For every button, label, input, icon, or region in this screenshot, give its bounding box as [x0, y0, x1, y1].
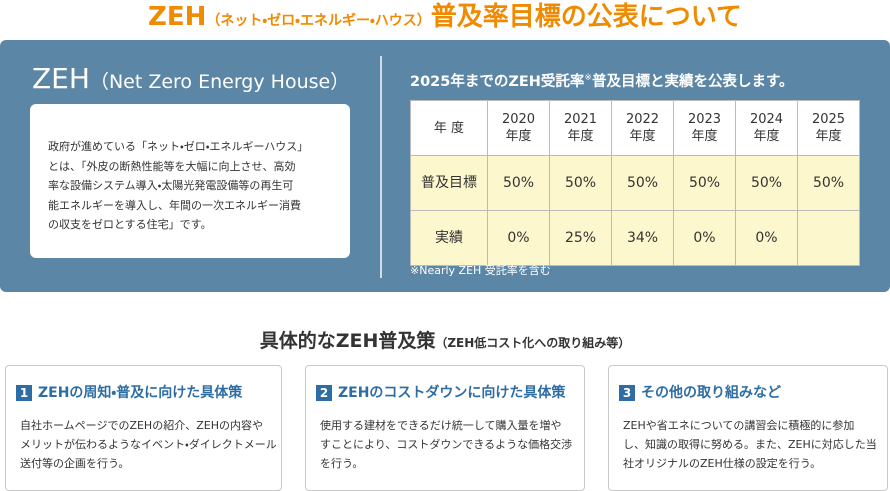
header-text: 2023 [687, 112, 722, 127]
header-text: 年度 [753, 129, 780, 144]
table-heading: 2025年までのZEH受託率※普及目標と実績を公表します。 [410, 66, 794, 94]
definition-line: とは、「外皮の断熱性能等を大幅に向上させ、高効 [48, 159, 296, 173]
card-title: 2 ZEHのコストダウンに向けた具体策 [316, 382, 565, 402]
value-cell: 34% [611, 210, 674, 266]
card-number: 3 [619, 385, 635, 401]
card-line: メリットが伝わるようなイベント・ダイレクトメール [20, 438, 277, 451]
header-text: 年度 [505, 129, 532, 144]
card-number: 2 [316, 385, 332, 401]
table-note: ※Nearly ZEH 受託率を含む [410, 264, 551, 277]
card-line: 送付等の企画を行う。 [20, 457, 130, 470]
header-text: 2025 [811, 112, 846, 127]
page-title: ZEH（ネット・ゼロ・エネルギー・ハウス）普及率目標の公表について [0, 0, 890, 38]
card-title-text: その他の取り組みなど [641, 385, 781, 401]
card-line: ZEHや省エネについての講習会に積極的に参加 [623, 419, 855, 432]
card-number: 1 [16, 385, 32, 401]
card-line: 自社ホームページでのZEHの紹介、ZEHの内容や [20, 419, 263, 432]
header-text: 2022 [625, 112, 660, 127]
card-line: を行う。 [320, 457, 364, 470]
value-cell: 0% [487, 210, 550, 266]
header-cell: 2020 年度 [487, 100, 550, 156]
value-cell: 0% [673, 210, 736, 266]
card-line: し、知識の取得に努める。また、ZEHに対応した当 [623, 438, 877, 451]
value-cell: 50% [735, 155, 798, 211]
definition-box [30, 104, 350, 258]
measure-card: 1 ZEHの周知・普及に向けた具体策自社ホームページでのZEHの紹介、ZEHの内容… [5, 365, 282, 491]
header-text: 2021 [563, 112, 598, 127]
measure-card: 3 その他の取り組みなど ZEHや省エネについての講習会に積極的に参加し、知識の取得… [608, 365, 888, 491]
card-body: ZEHや省エネについての講習会に積極的に参加し、知識の取得に努める。また、ZEH… [623, 416, 877, 473]
header-cell: 2023 年度 [673, 100, 736, 156]
card-line: すことにより、コストダウンできるような価格交渉 [320, 438, 573, 451]
measures-title-main: 具体的なZEH普及策 [259, 330, 436, 352]
definition-text: 政府が進めている「ネット・ゼロ・エネルギーハウス」 とは、「外皮の断熱性能等を大幅… [48, 137, 308, 235]
divider [380, 56, 382, 278]
value-cell [797, 210, 860, 266]
heading-b: 普及目標と実績を公表します。 [591, 73, 794, 90]
card-title: 3 その他の取り組みなど [619, 382, 781, 402]
target-table: 年 度 2020 年度 2021 年度 2022 年度 2023 年度 2024 年度 2025 年度普… [410, 100, 860, 266]
header-cell: 2025 年度 [797, 100, 860, 156]
value-cell: 50% [549, 155, 612, 211]
left-title-main: ZEH [32, 62, 90, 95]
heading-mark: ※ [584, 73, 592, 83]
value-cell: 50% [797, 155, 860, 211]
data-row: 普及目標 50% 50% 50% 50% 50% 50% [410, 155, 860, 211]
measure-card: 2 ZEHのコストダウンに向けた具体策使用する建材をできるだけ統一して購入量を増や… [305, 365, 585, 491]
left-title: ZEH（Net Zero Energy House） [32, 62, 349, 99]
heading-a: 2025年までのZEH受託率 [410, 73, 585, 90]
header-text: 年度 [691, 129, 718, 144]
card-body: 使用する建材をできるだけ統一して購入量を増や すことにより、コストダウンできるよう… [320, 416, 572, 473]
row-label: 実績 [410, 210, 488, 266]
definition-line: の収支をゼロとする住宅」です。 [48, 218, 212, 231]
header-text: 年度 [815, 129, 842, 144]
header-text: 年度 [567, 129, 594, 144]
definition-line: 率な設備システム導入・太陽光発電設備等の再生可 [48, 179, 294, 192]
header-row: 年 度 2020 年度 2021 年度 2022 年度 2023 年度 2024 年度 2025 年度 [410, 100, 860, 156]
card-body: 自社ホームページでのZEHの紹介、ZEHの内容やメリットが伝わるようなイベント・… [20, 416, 277, 473]
header-cell: 2024 年度 [735, 100, 798, 156]
value-cell: 0% [735, 210, 798, 266]
row-label: 普及目標 [410, 155, 488, 211]
header-text: 年 度 [433, 120, 465, 136]
header-text: 2024 [749, 112, 784, 127]
value-cell: 50% [673, 155, 736, 211]
card-line: 社オリジナルのZEH仕様の設定を行う。 [623, 457, 822, 470]
value-cell: 50% [611, 155, 674, 211]
title-rest: 普及率目標の公表について [430, 2, 742, 32]
card-line: 使用する建材をできるだけ統一して購入量を増や [320, 419, 562, 432]
header-cell: 年 度 [410, 100, 488, 156]
value-cell: 50% [487, 155, 550, 211]
definition-line: 能エネルギーを導入し、年間の一次エネルギー消費 [48, 198, 301, 212]
header-cell: 2021 年度 [549, 100, 612, 156]
header-cell: 2022 年度 [611, 100, 674, 156]
title-note: （ネット・ゼロ・エネルギー・ハウス） [206, 13, 431, 29]
left-title-sub: （Net Zero Energy House） [89, 71, 350, 93]
card-title-text: ZEHの周知・普及に向けた具体策 [38, 385, 243, 401]
definition-line: 政府が進めている「ネット・ゼロ・エネルギーハウス」 [48, 140, 309, 153]
card-title-text: ZEHのコストダウンに向けた具体策 [338, 385, 566, 401]
title-main: ZEH [148, 2, 207, 32]
value-cell: 25% [549, 210, 612, 266]
header-text: 2020 [501, 112, 536, 127]
measures-title: 具体的なZEH普及策（ZEH低コスト化への取り組み等） [0, 326, 890, 353]
header-text: 年度 [629, 129, 656, 144]
measures-title-note: （ZEH低コスト化への取り組み等） [435, 336, 631, 350]
data-row: 実績 0% 25% 34% 0% 0% [410, 210, 860, 266]
card-title: 1 ZEHの周知・普及に向けた具体策 [16, 382, 242, 402]
